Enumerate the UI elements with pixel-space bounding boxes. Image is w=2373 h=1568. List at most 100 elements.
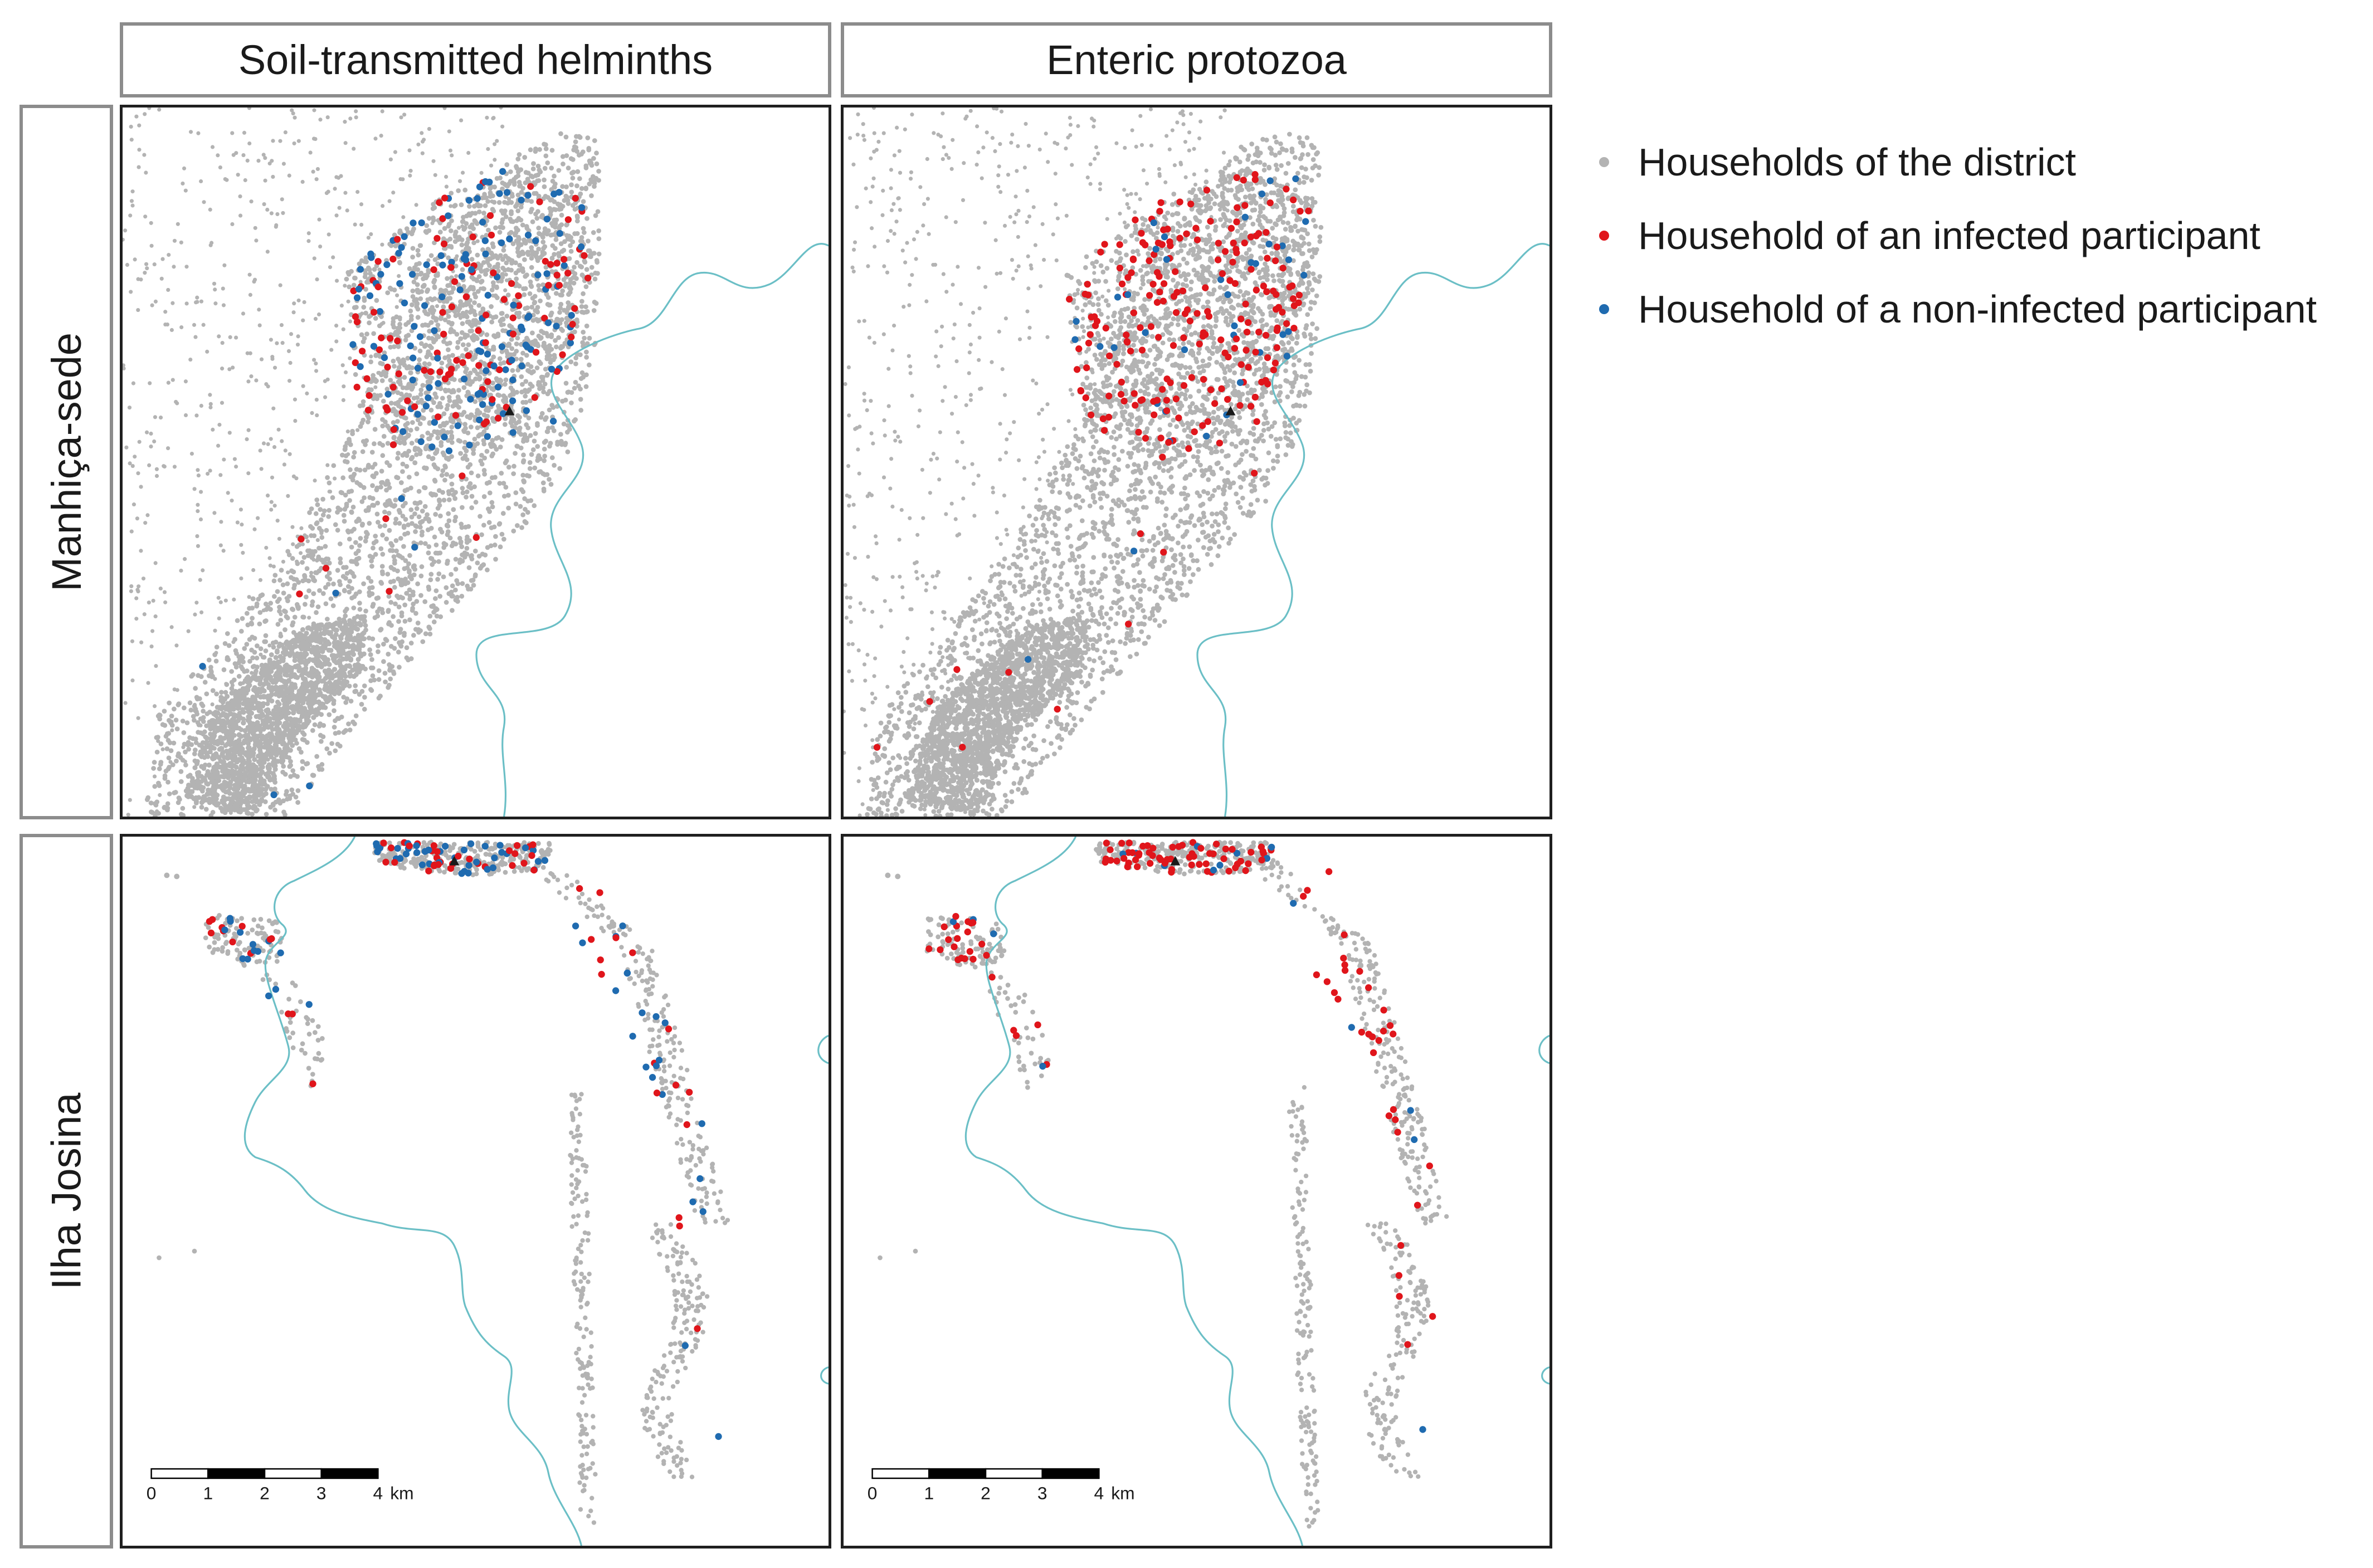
household-point (453, 587, 458, 593)
row-label-manhica: Manhiça-sede (43, 333, 90, 592)
household-point (417, 348, 423, 354)
household-point (338, 620, 343, 626)
household-point (201, 719, 206, 724)
household-point (484, 481, 490, 486)
household-point (568, 156, 574, 162)
household-point (392, 560, 397, 566)
household-point (213, 301, 218, 306)
household-point (258, 578, 263, 582)
household-point (201, 568, 205, 573)
household-point (315, 277, 319, 282)
household-point (258, 688, 264, 694)
household-point (529, 370, 534, 375)
household-point (465, 333, 470, 338)
household-point (198, 674, 204, 680)
household-point (339, 490, 345, 496)
household-point (312, 358, 316, 362)
household-point (342, 588, 347, 594)
household-point (290, 108, 294, 113)
household-point (380, 442, 386, 448)
household-point (472, 436, 477, 442)
household-point (285, 581, 290, 587)
household-point (355, 428, 360, 432)
household-point (505, 292, 511, 298)
household-point (559, 212, 564, 218)
household-point (359, 688, 365, 694)
household-point (325, 617, 330, 622)
household-point (199, 490, 203, 494)
household-point (293, 397, 298, 402)
household-point (275, 677, 281, 682)
household-point (252, 782, 258, 788)
household-point (210, 702, 215, 707)
household-point (380, 610, 386, 616)
household-point (388, 548, 393, 553)
household-point (152, 439, 157, 444)
household-point (429, 345, 434, 350)
household-point (300, 627, 306, 632)
household-point (390, 389, 396, 395)
household-point (523, 506, 528, 512)
household-point (515, 208, 521, 213)
household-point (268, 607, 273, 612)
household-point (345, 584, 351, 589)
household-point (405, 421, 410, 426)
household-point (490, 380, 495, 385)
household-point (247, 715, 252, 720)
household-point (256, 726, 261, 732)
household-point (136, 716, 140, 720)
household-point (305, 683, 310, 689)
household-point (347, 622, 352, 627)
household-point (137, 439, 142, 444)
household-point (335, 741, 340, 747)
household-point (228, 335, 232, 339)
household-point (151, 766, 156, 771)
household-point (328, 265, 333, 270)
household-point (477, 203, 483, 208)
household-point (147, 463, 152, 467)
household-point (366, 236, 371, 240)
household-point (516, 152, 522, 157)
household-point (192, 704, 197, 709)
household-point (262, 671, 268, 677)
household-point (394, 412, 399, 418)
household-point (173, 717, 179, 723)
household-point (269, 652, 274, 657)
household-point (419, 341, 424, 346)
household-point (382, 509, 387, 515)
household-point (247, 795, 252, 801)
household-point (473, 219, 479, 224)
household-point (254, 714, 259, 719)
household-point (347, 683, 352, 689)
household-point (343, 284, 347, 288)
household-point (543, 146, 549, 152)
household-point (361, 305, 367, 310)
household-point (549, 187, 554, 192)
household-point (154, 467, 159, 471)
household-point (124, 445, 129, 450)
household-point (199, 800, 204, 805)
household-point (374, 298, 379, 303)
household-point (489, 453, 495, 458)
household-point (528, 147, 533, 153)
household-point (422, 361, 427, 367)
household-point (542, 458, 547, 463)
household-point (137, 584, 141, 589)
household-point (250, 664, 256, 670)
household-point (267, 556, 272, 560)
household-point (435, 304, 440, 309)
household-point (386, 608, 391, 613)
household-point (438, 614, 444, 619)
household-point (277, 659, 282, 665)
household-point (247, 272, 252, 277)
household-point (353, 683, 358, 688)
household-point (314, 754, 320, 759)
household-point (506, 505, 511, 511)
household-point (535, 163, 541, 169)
household-point (306, 588, 311, 593)
household-point (220, 341, 225, 345)
household-point (268, 753, 274, 759)
household-point (289, 646, 295, 652)
household-point (343, 626, 349, 631)
household-point (296, 604, 301, 610)
